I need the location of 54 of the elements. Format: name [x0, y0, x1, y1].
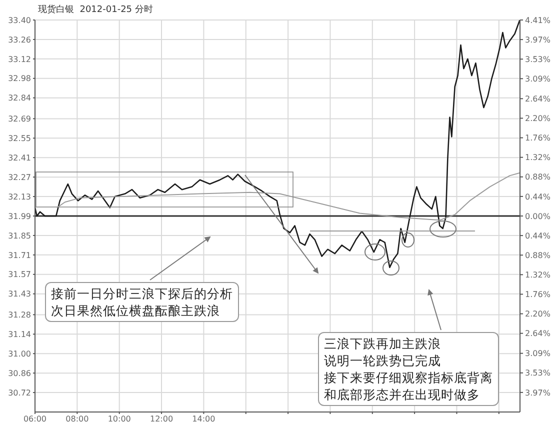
- y2-tick-label: 0.44%: [525, 192, 551, 202]
- y2-tick-label: 2.64%: [525, 94, 551, 104]
- callout-box: 接前一日分时三浪下探后的分析 次日果然低位横盘酝酿主跌浪: [45, 282, 239, 322]
- y2-tick-label: 3.09%: [525, 349, 551, 358]
- y2-tick-label: 4.41%: [525, 16, 551, 25]
- y2-tick-label: 0.44%: [525, 231, 551, 240]
- y2-tick-label: 0.88%: [525, 172, 551, 182]
- y2-tick-label: 2.20%: [525, 114, 551, 124]
- y-tick-label: 31.57: [8, 270, 31, 280]
- y2-tick-label: 3.97%: [525, 35, 551, 44]
- y-tick-label: 30.72: [8, 388, 31, 398]
- y-tick-label: 33.12: [8, 54, 31, 64]
- annotation: 说明一轮跌势已完成: [324, 352, 442, 369]
- y-tick-label: 31.71: [8, 250, 31, 260]
- x-tick-label: 14:00: [192, 414, 216, 424]
- y2-tick-label: 1.76%: [525, 134, 551, 143]
- y-tick-label: 32.98: [8, 74, 31, 84]
- y-tick-label: 31.43: [8, 290, 31, 299]
- chart-title: 现货白银 2012-01-25 分时: [38, 4, 153, 16]
- y2-tick-label: 3.09%: [525, 74, 551, 84]
- y2-tick-label: 1.32%: [525, 270, 551, 280]
- line-series: [56, 172, 520, 221]
- y-tick-label: 32.55: [8, 134, 31, 143]
- annotation: 次日果然低位横盘酝酿主跌浪: [51, 302, 221, 319]
- y-tick-label: 31.99: [8, 212, 31, 221]
- annotation: 和底部形态并在出现时做多: [324, 386, 481, 403]
- y2-tick-label: 3.53%: [525, 368, 551, 378]
- annotation: 三浪下跌再加主跌浪: [324, 335, 442, 352]
- y-tick-label: 32.27: [8, 172, 31, 182]
- y-tick-label: 32.69: [8, 114, 31, 124]
- y2-tick-label: 1.32%: [525, 153, 551, 162]
- y-tick-label: 31.14: [8, 330, 31, 339]
- y-tick-label: 32.13: [8, 192, 31, 202]
- y2-tick-label: 3.97%: [525, 388, 551, 398]
- y-tick-label: 32.41: [8, 153, 31, 162]
- y-tick-label: 31.00: [8, 349, 31, 358]
- x-tick-label: 08:00: [66, 414, 89, 424]
- x-tick-label: 12:00: [150, 414, 174, 424]
- x-tick-label: 06:00: [23, 414, 47, 424]
- y-tick-label: 33.26: [8, 35, 31, 44]
- y2-tick-label: 2.20%: [525, 310, 551, 319]
- y2-tick-label: 1.76%: [525, 290, 551, 300]
- y-tick-label: 30.86: [8, 368, 31, 378]
- y-tick-label: 32.84: [8, 94, 31, 103]
- y-tick-label: 33.40: [8, 16, 31, 25]
- y2-tick-label: 2.64%: [525, 329, 551, 338]
- annotation: 接下来要仔细观察指标底背离: [324, 369, 493, 386]
- y2-tick-label: 3.53%: [525, 54, 551, 64]
- y-tick-label: 31.85: [8, 231, 31, 240]
- y2-tick-label: 0.00%: [525, 212, 551, 221]
- annotation: 接前一日分时三浪下探后的分析: [51, 285, 233, 302]
- x-tick-label: 10:00: [108, 414, 131, 424]
- y2-tick-label: 0.88%: [525, 250, 551, 260]
- y-tick-label: 31.28: [8, 310, 31, 320]
